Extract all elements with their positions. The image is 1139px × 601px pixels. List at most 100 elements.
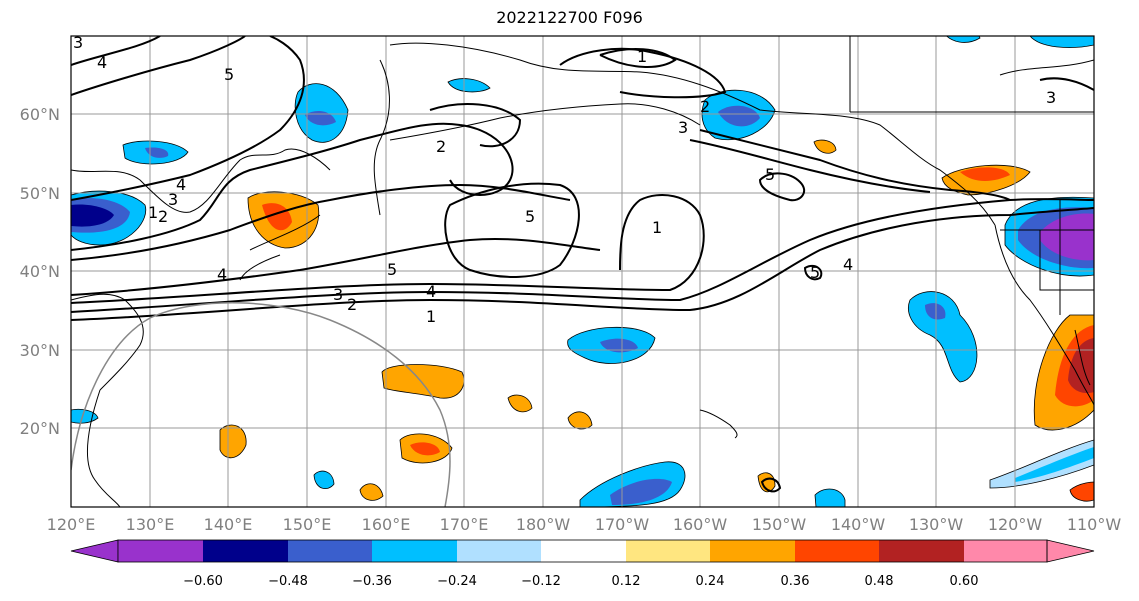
anomaly-blob-i-core <box>925 303 946 320</box>
colorbar-swatch <box>795 540 879 562</box>
colorbar-swatch <box>118 540 203 562</box>
colorbar-tick-label: 0.36 <box>781 574 810 589</box>
colorbar-tick-label: −0.36 <box>352 574 392 589</box>
contour-labels: 4 5 4 3 2 1 2 1 2 3 5 5 1 5 4 3 2 4 1 5 … <box>73 33 1056 326</box>
colorbar-tick-label: 0.60 <box>950 574 979 589</box>
coastline-kamchatka <box>373 59 390 216</box>
anomaly-blob-q <box>359 483 384 501</box>
contour-label: 4 <box>97 53 107 72</box>
contour-label: 2 <box>347 295 357 314</box>
colorbar-tick-label: 0.48 <box>865 574 894 589</box>
contour-label: 5 <box>224 65 234 84</box>
lon-tick-label: 130°E <box>126 515 175 534</box>
anomaly-blob-g-core <box>1040 213 1094 261</box>
lat-tick-label: 30°N <box>20 341 60 360</box>
lon-tick-label: 130°W <box>909 515 964 534</box>
coastline-asia <box>71 148 331 507</box>
coastline-us-states <box>1000 200 1094 315</box>
lon-tick-label: 140°E <box>204 515 253 534</box>
lon-tick-label: 120°E <box>47 515 96 534</box>
anomaly-blob-r <box>313 470 335 490</box>
contour-label: 2 <box>436 137 446 156</box>
lon-tick-label: 150°W <box>752 515 807 534</box>
coastlines <box>71 36 1094 507</box>
lon-axis: 120°E 130°E 140°E 150°E 160°E 170°E 180°… <box>47 515 1122 534</box>
contour-label: 1 <box>652 218 662 237</box>
anomaly-blob-s <box>989 439 1094 489</box>
colorbar-swatch <box>710 540 795 562</box>
colorbar-swatch <box>457 540 541 562</box>
anomaly-blob-p-core <box>610 478 672 505</box>
colorbar-extend-min <box>70 539 119 563</box>
contour-label: 4 <box>176 175 186 194</box>
map-area: 4 5 4 3 2 1 2 1 2 3 5 5 1 5 4 3 2 4 1 5 … <box>71 33 1094 507</box>
colorbar-swatch <box>879 540 964 562</box>
colorbar-tick-label: −0.24 <box>437 574 477 589</box>
colorbar-tick-label: 0.24 <box>696 574 725 589</box>
lon-tick-label: 170°W <box>595 515 650 534</box>
anomaly-blob-e-core <box>262 203 292 231</box>
colorbar-swatch <box>541 540 626 562</box>
colorbar-swatch <box>372 540 457 562</box>
map-title: 2022122700 F096 <box>496 8 643 27</box>
coastline-hawaii <box>699 409 738 439</box>
contour-label: 3 <box>678 118 688 137</box>
anomaly-blob-k <box>381 364 465 399</box>
contour-label: 3 <box>73 33 83 52</box>
plot-frame <box>70 35 1095 508</box>
colorbar-tick-label: −0.60 <box>183 574 223 589</box>
anomaly-blob-c <box>447 78 491 93</box>
anomaly-blob-m <box>219 424 247 459</box>
anomaly-blob-x <box>813 139 837 154</box>
contour-label: 3 <box>333 285 343 304</box>
lon-tick-label: 120°W <box>988 515 1043 534</box>
colorbar-swatch <box>964 540 1047 562</box>
colorbar-extend-max <box>1046 539 1095 563</box>
anomaly-blob-a-core <box>145 147 169 158</box>
lon-tick-label: 140°W <box>831 515 886 534</box>
contour-label: 3 <box>1046 88 1056 107</box>
coastline-na-west <box>994 224 1094 406</box>
contour-label: 4 <box>217 265 227 284</box>
coastline-aleutians <box>389 103 701 141</box>
anomaly-blob-t <box>1069 481 1094 502</box>
contour-label: 1 <box>637 47 647 66</box>
anomaly-blob-y <box>946 36 981 43</box>
anomaly-blob-u <box>814 488 846 507</box>
anomaly-blob-b-core <box>305 110 336 126</box>
colorbar-tick-label: −0.48 <box>268 574 308 589</box>
colorbar-swatch <box>626 540 710 562</box>
anomaly-blob-s-core <box>1015 447 1094 482</box>
anomaly-blob-z <box>1029 36 1094 48</box>
lon-tick-label: 170°E <box>440 515 489 534</box>
colorbar-tick-label: 0.12 <box>612 574 641 589</box>
contour-label: 5 <box>765 165 775 184</box>
colorbar: −0.60 −0.48 −0.36 −0.24 −0.12 0.12 0.24 … <box>70 539 1095 589</box>
colorbar-tick-label: −0.12 <box>521 574 561 589</box>
anomaly-blob-i <box>908 291 978 383</box>
colorbar-swatch <box>288 540 372 562</box>
coastline-baja <box>1074 329 1091 386</box>
anomaly-blob-v <box>757 472 776 493</box>
contour-label: 5 <box>810 263 820 282</box>
contour-label: 1 <box>148 203 158 222</box>
lon-tick-label: 160°E <box>362 515 411 534</box>
contour-label: 2 <box>158 207 168 226</box>
anomaly-blob-nw-center <box>71 204 114 227</box>
coastline-canada-north <box>849 36 1094 113</box>
contour-label: 4 <box>426 282 436 301</box>
lat-tick-label: 40°N <box>20 262 60 281</box>
contour-label: 5 <box>525 207 535 226</box>
anomaly-blob-n <box>507 394 533 413</box>
range-circle-arc <box>71 302 451 507</box>
shaded-anomalies <box>71 36 1094 507</box>
anomaly-blob-j-core <box>600 338 638 353</box>
gridlines <box>71 36 1094 507</box>
contour-label: 2 <box>700 97 710 116</box>
colorbar-swatch <box>203 540 288 562</box>
contour-label: 5 <box>387 260 397 279</box>
lon-tick-label: 160°W <box>673 515 728 534</box>
colorbar-frame <box>117 539 1048 563</box>
anomaly-blob-f-core <box>960 167 1010 181</box>
